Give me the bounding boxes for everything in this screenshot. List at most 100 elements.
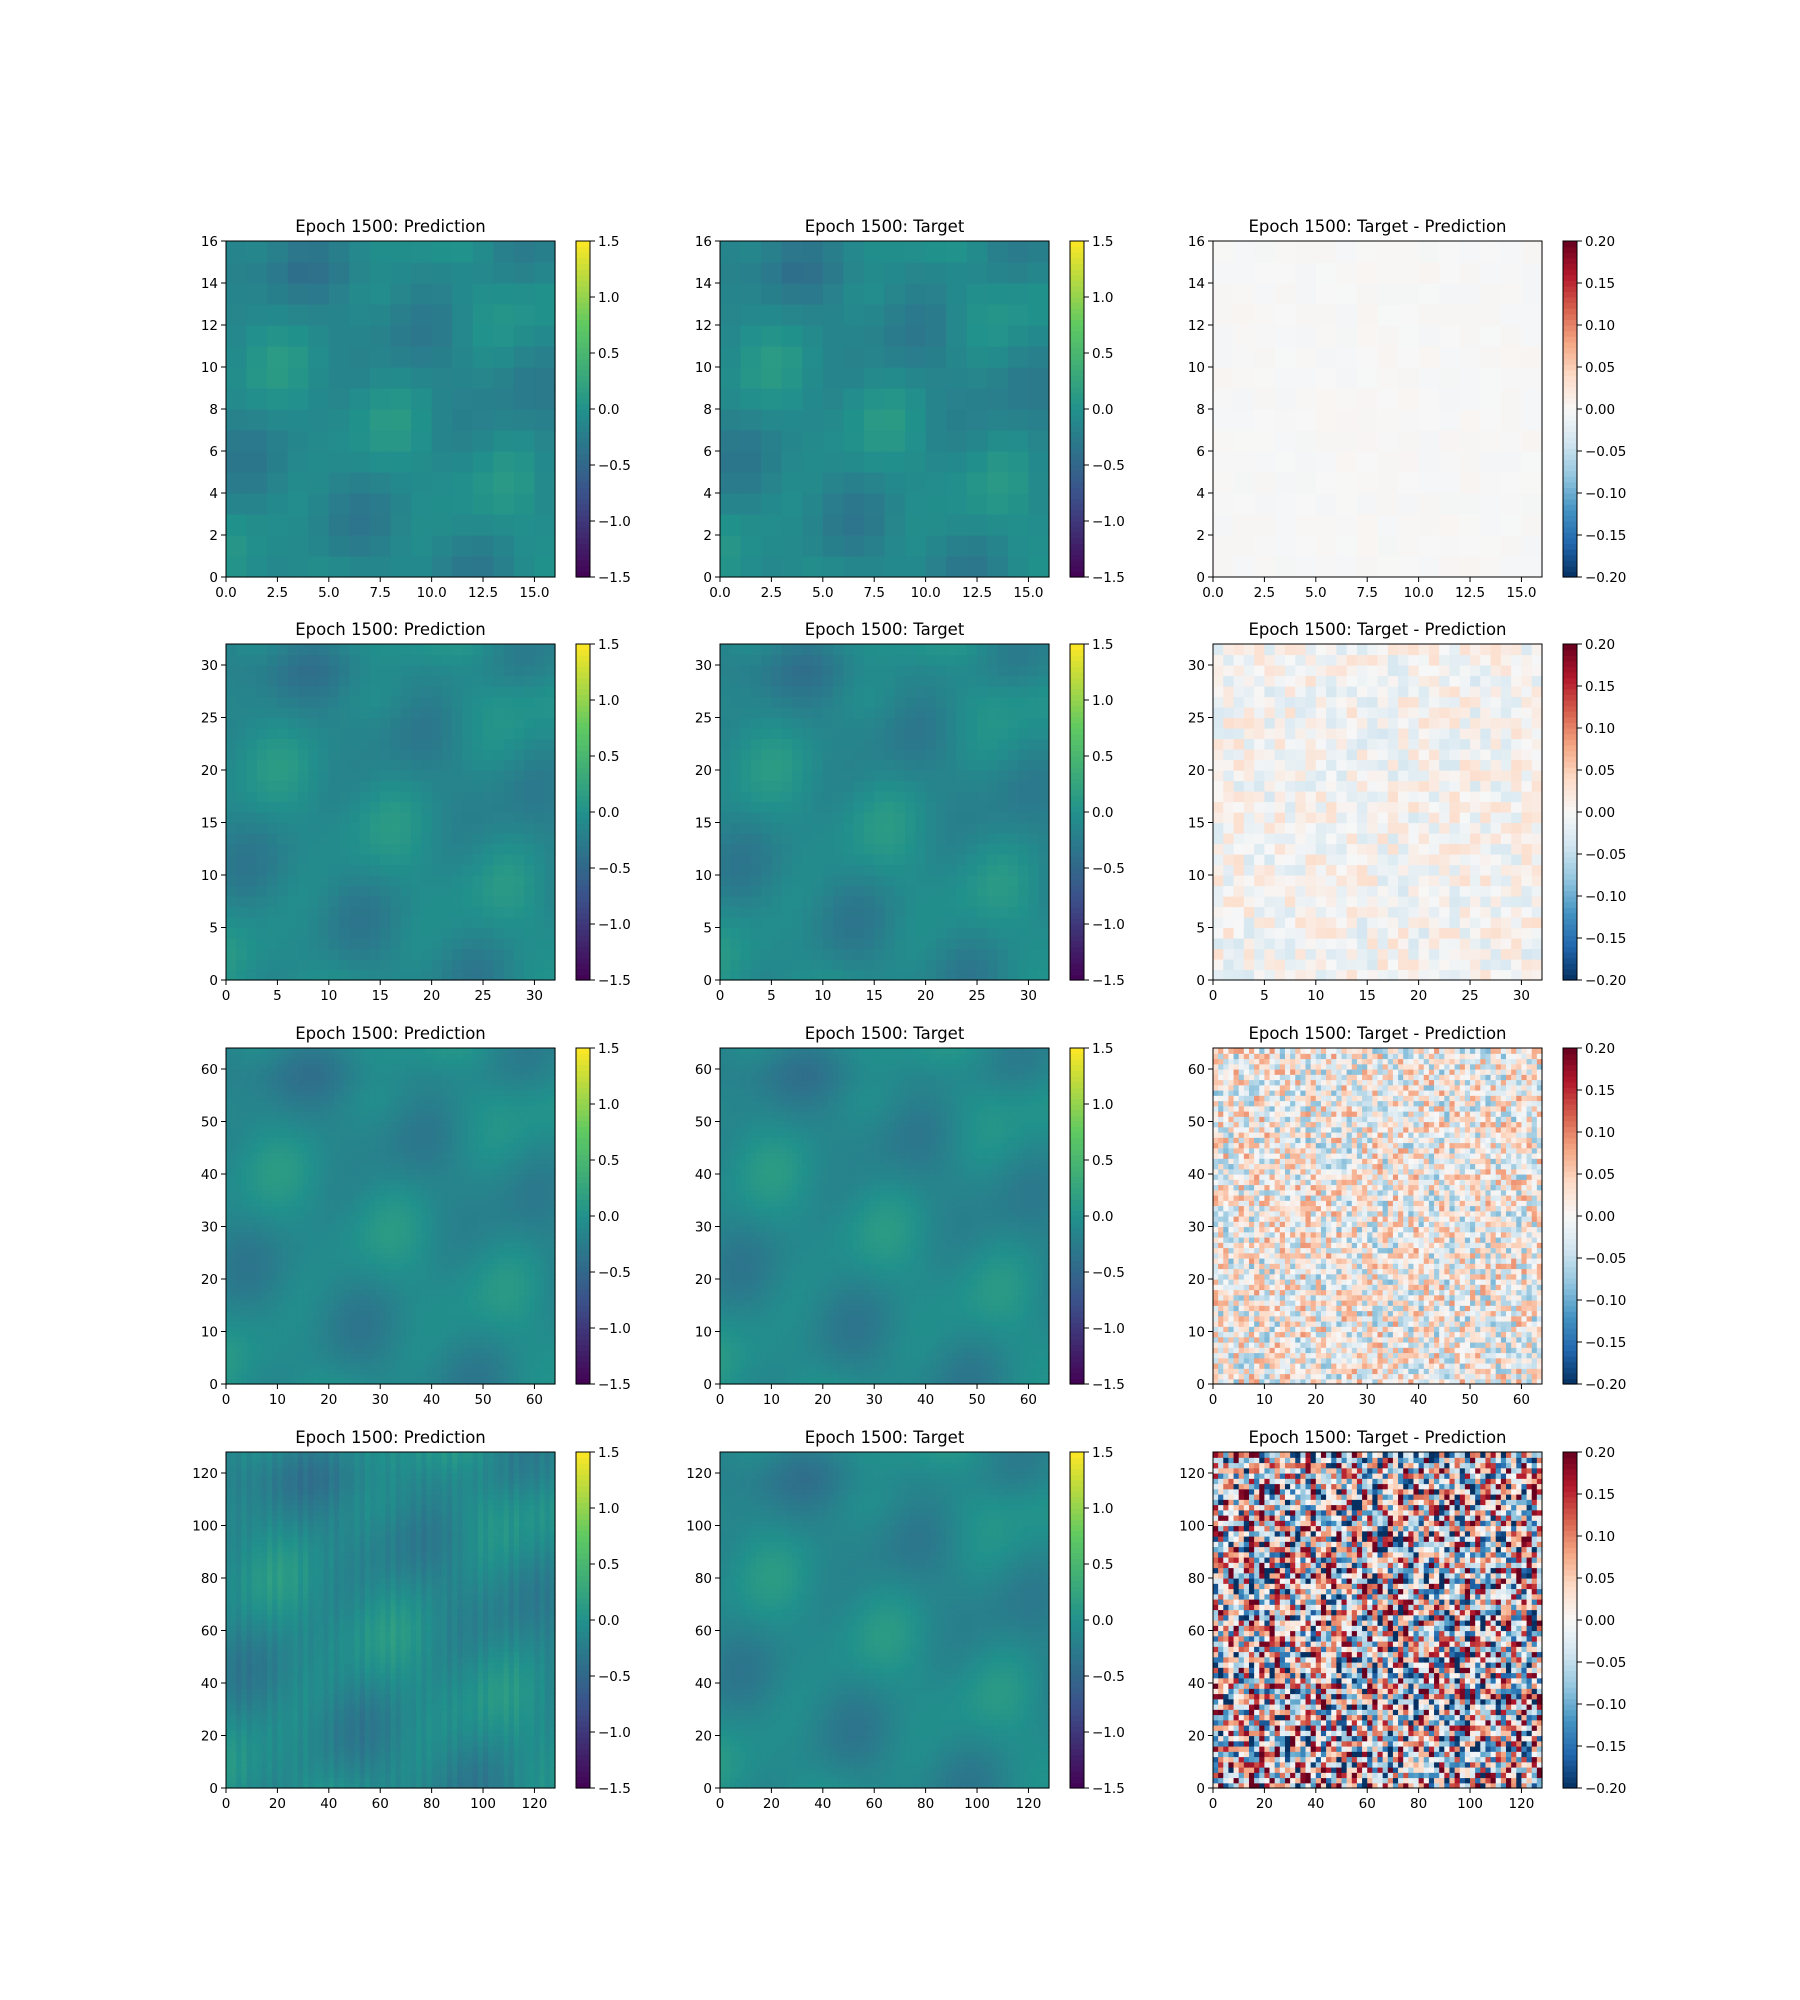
heatmap-cell [349, 770, 360, 781]
heatmap-cell [1521, 949, 1532, 960]
heatmap-cell [247, 1174, 253, 1180]
heatmap-cell [236, 1064, 242, 1070]
heatmap-cell [1306, 770, 1317, 781]
heatmap-cell [329, 854, 340, 865]
heatmap-cell [236, 1185, 242, 1191]
heatmap-cell [236, 676, 247, 687]
heatmap-cell [442, 728, 453, 739]
heatmap-cell [905, 770, 916, 781]
heatmap-cell [1244, 770, 1255, 781]
colorbar-segment [1070, 420, 1084, 426]
heatmap-cell [1521, 760, 1532, 771]
heatmap-cell [247, 1206, 253, 1212]
heatmap-cell [946, 812, 957, 823]
heatmap-cell [1326, 665, 1337, 676]
heatmap-cell [1028, 655, 1039, 666]
heatmap-cell [1306, 865, 1317, 876]
heatmap-cell [1460, 970, 1471, 981]
heatmap-cell [241, 1122, 247, 1128]
heatmap-cell [854, 802, 865, 813]
colorbar-segment [576, 734, 590, 740]
heatmap-cell [761, 928, 772, 939]
heatmap-cell [1470, 697, 1481, 708]
heatmap-cell [956, 917, 967, 928]
heatmap-cell [1347, 676, 1358, 687]
heatmap-cell [247, 535, 268, 557]
heatmap-cell [277, 739, 288, 750]
heatmap-cell [1388, 812, 1399, 823]
colorbar-segment [1070, 784, 1084, 790]
heatmap-cell [1336, 865, 1347, 876]
heatmap-cell [730, 833, 741, 844]
heatmap-cell [956, 812, 967, 823]
colorbar-segment [576, 812, 590, 818]
heatmap-cell [504, 728, 515, 739]
heatmap-cell [231, 1179, 237, 1185]
heatmap-cell [257, 1116, 263, 1122]
heatmap-cell [895, 802, 906, 813]
heatmap-cell [1419, 791, 1430, 802]
heatmap-cell [1449, 655, 1460, 666]
y-tick-label: 14 [1188, 276, 1205, 292]
heatmap-cell [370, 802, 381, 813]
heatmap-cell [926, 514, 947, 536]
heatmap-cell [534, 770, 545, 781]
heatmap-cell [545, 875, 556, 886]
heatmap-cell [895, 823, 906, 834]
heatmap-cell [231, 1242, 237, 1248]
heatmap-cell [720, 917, 731, 928]
heatmap-cell [391, 472, 412, 494]
colorbar-segment [1070, 935, 1084, 941]
heatmap-cell [915, 770, 926, 781]
heatmap-cell [493, 451, 514, 473]
heatmap-cell [257, 854, 268, 865]
heatmap-cell [936, 665, 947, 676]
heatmap-cell [288, 409, 309, 431]
heatmap-cell [545, 676, 556, 687]
heatmap-cell [1316, 760, 1327, 771]
colorbar-segment [1563, 694, 1577, 700]
heatmap-cell [391, 781, 402, 792]
colorbar-segment [576, 286, 590, 292]
heatmap-cell [236, 1258, 242, 1264]
heatmap-cell [730, 676, 741, 687]
heatmap-cell [231, 1206, 237, 1212]
heatmap-cell [741, 844, 752, 855]
heatmap-cell [771, 728, 782, 739]
heatmap-cell [432, 833, 443, 844]
heatmap-cell [1223, 875, 1234, 886]
heatmap-cell [298, 728, 309, 739]
heatmap-cell [236, 697, 247, 708]
heatmap-cell [1439, 644, 1450, 655]
heatmap-cell [462, 865, 473, 876]
heatmap-cell [1521, 928, 1532, 939]
heatmap-cell [1439, 655, 1450, 666]
heatmap-cell [277, 781, 288, 792]
heatmap-cell [257, 1106, 263, 1112]
heatmap-cell [1028, 749, 1039, 760]
heatmap-cell [236, 1284, 242, 1290]
heatmap-cell [751, 812, 762, 823]
heatmap-cell [1511, 938, 1522, 949]
heatmap-cell [329, 325, 350, 347]
heatmap-cell [1521, 823, 1532, 834]
heatmap-cell [226, 749, 237, 760]
colorbar-segment [1070, 862, 1084, 868]
heatmap-cell [257, 770, 268, 781]
heatmap-cell [1264, 970, 1275, 981]
heatmap-cell [391, 970, 402, 981]
colorbar-segment [576, 907, 590, 913]
heatmap-cell [473, 304, 494, 326]
heatmap-cell [252, 1143, 258, 1149]
heatmap-cell [823, 686, 834, 697]
heatmap-cell [1480, 241, 1501, 263]
heatmap-cell [226, 854, 237, 865]
heatmap-cell [329, 707, 340, 718]
heatmap-cell [854, 644, 865, 655]
heatmap-cell [946, 917, 957, 928]
colorbar-segment [1563, 303, 1577, 309]
heatmap-cell [1295, 928, 1306, 939]
heatmap-cell [1378, 535, 1399, 557]
heatmap-cell [262, 1174, 268, 1180]
heatmap-cell [720, 728, 731, 739]
